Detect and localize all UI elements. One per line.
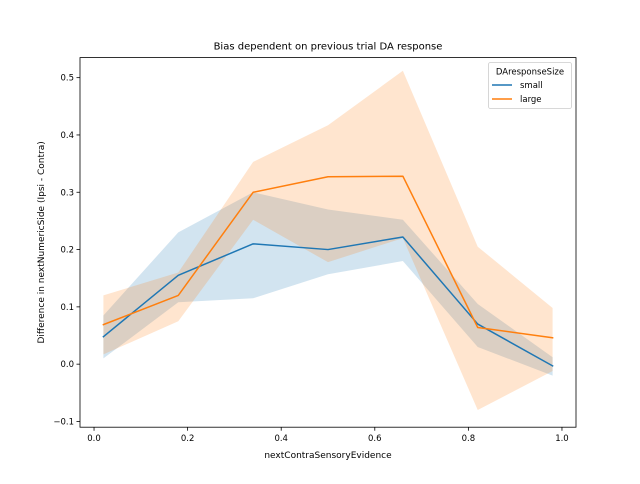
y-tick-label: −0.1 (53, 417, 74, 427)
x-axis-label: nextContraSensoryEvidence (264, 451, 392, 461)
legend: DAresponseSize small large (488, 62, 572, 109)
x-tick-label: 0.8 (462, 434, 476, 444)
x-tick-label: 0.0 (87, 434, 101, 444)
plot-frame (79, 57, 577, 428)
legend-title: DAresponseSize (496, 68, 564, 78)
legend-label-small: small (520, 81, 543, 91)
y-tick-label: 0.0 (60, 360, 74, 370)
x-tick-label: 0.2 (181, 434, 195, 444)
y-tick-label: 0.5 (60, 74, 74, 84)
legend-box (488, 62, 572, 109)
confidence-bands (103, 70, 553, 411)
series-line-small (102, 236, 554, 367)
x-tick-label: 0.6 (368, 434, 382, 444)
x-tick-label: 0.4 (274, 434, 288, 444)
x-tick-label: 1.0 (555, 434, 569, 444)
ci-band-small (103, 192, 553, 376)
x-axis: 0.0 0.2 0.4 0.6 0.8 1.0 (87, 427, 569, 444)
series-line-large (102, 175, 554, 339)
ci-band-large (103, 70, 553, 411)
y-tick-label: 0.3 (60, 188, 74, 198)
y-axis-label: Difference in nextNumericSide (Ipsi - Co… (37, 141, 47, 343)
y-axis: −0.1 0.0 0.1 0.2 0.3 0.4 0.5 (53, 74, 80, 427)
series-lines (102, 175, 554, 367)
legend-label-large: large (520, 95, 542, 105)
legend-entries: small large (492, 81, 543, 105)
chart-title: Bias dependent on previous trial DA resp… (214, 42, 443, 53)
y-tick-label: 0.4 (60, 131, 74, 141)
y-tick-label: 0.2 (60, 246, 74, 256)
y-tick-label: 0.1 (60, 303, 74, 313)
